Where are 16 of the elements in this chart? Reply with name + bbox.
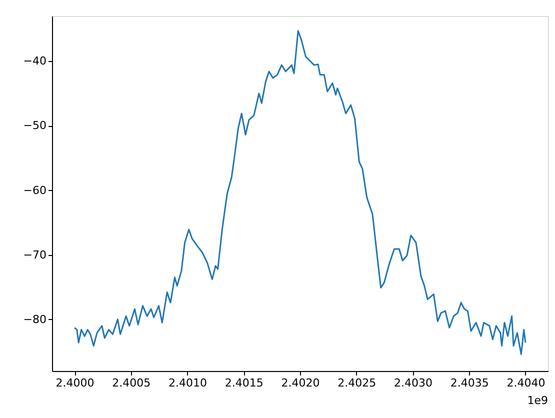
x-tick-label: 2.4015	[224, 376, 264, 390]
x-tick-label: 2.4035	[450, 376, 489, 390]
x-tick-label: 2.4010	[168, 376, 208, 390]
x-tick-label: 2.4000	[56, 376, 94, 390]
y-tick-label: −80	[23, 312, 46, 326]
x-tick-label: 2.4040	[506, 376, 546, 390]
y-tick-label: −70	[23, 248, 46, 262]
line-series	[74, 30, 526, 355]
x-tick-label: 2.4030	[394, 376, 432, 390]
x-tick-label: 2.4025	[338, 376, 376, 390]
y-tick-label: −50	[23, 119, 46, 132]
text: 1e9	[527, 394, 548, 407]
x-tick-label: 2.4020	[281, 376, 320, 390]
y-tick-label: −40	[23, 54, 46, 68]
y-tick-label: −60	[23, 184, 46, 197]
x-tick-label: 2.4005	[112, 376, 151, 390]
